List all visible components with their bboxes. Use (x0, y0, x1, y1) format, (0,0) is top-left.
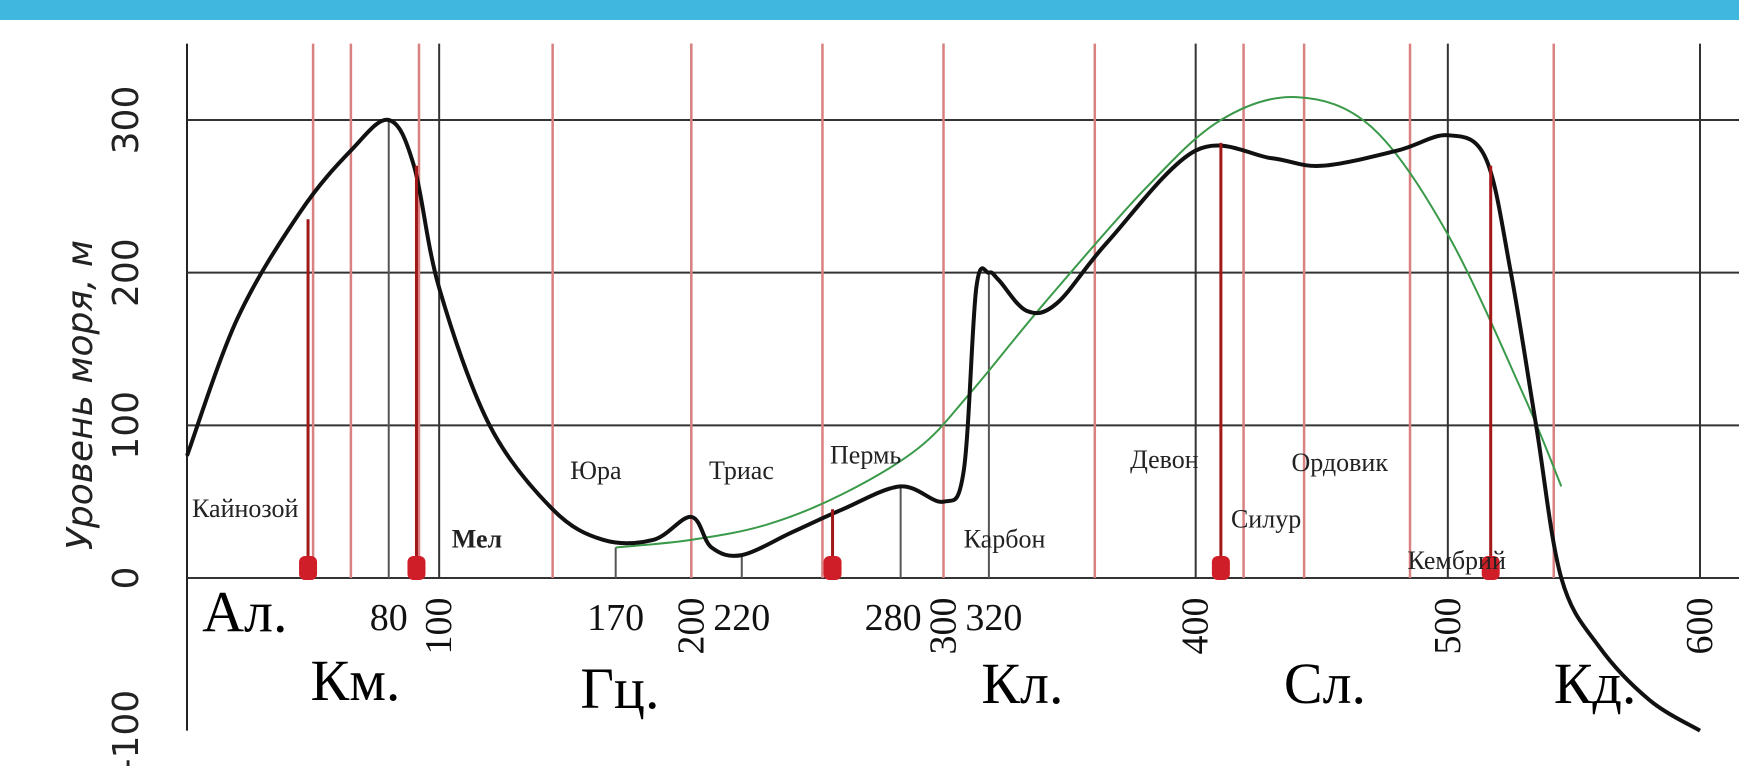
y-tick-label: -100 (106, 690, 147, 766)
x-tick-label: 600 (1679, 598, 1721, 655)
red-marker (1211, 556, 1230, 580)
period-boundary-lines (311, 43, 1555, 578)
era-label: Сл. (1284, 651, 1366, 716)
y-tick-label: 200 (106, 238, 147, 307)
x-tick-label: 400 (1175, 598, 1217, 655)
series-line (185, 117, 1702, 733)
series-line (615, 96, 1563, 549)
x-tick-label: 80 (370, 597, 408, 639)
x-tick-label: 220 (713, 597, 770, 639)
period-label: Силур (1231, 505, 1301, 534)
x-tick-label: 200 (670, 598, 712, 655)
period-label: Карбон (964, 524, 1046, 553)
era-label: Кд. (1554, 651, 1637, 716)
x-tick-label: 320 (965, 597, 1022, 639)
grid (186, 43, 1739, 731)
series-layer (185, 96, 1702, 733)
y-tick-label: 100 (106, 391, 147, 460)
period-label: Кайнозой (192, 494, 298, 523)
x-tick-label: 280 (865, 597, 922, 639)
x-tick-label: 500 (1427, 598, 1469, 655)
top-color-band (0, 0, 1739, 20)
red-marker (823, 556, 842, 580)
y-tick-label: 300 (106, 86, 147, 155)
era-label: Кл. (981, 651, 1063, 716)
y-tick-label: 0 (106, 567, 147, 590)
period-label: Пермь (830, 441, 901, 470)
period-label: Мел (452, 524, 502, 553)
red-markers (299, 142, 1500, 580)
era-label: Гц. (580, 656, 659, 721)
period-label: Кембрий (1407, 546, 1505, 575)
period-label: Девон (1130, 445, 1199, 474)
era-label: Км. (311, 648, 401, 713)
x-tick-label: 100 (418, 598, 460, 655)
minor-lines (387, 120, 990, 578)
x-tick-label: 300 (923, 598, 965, 655)
red-marker (1481, 556, 1500, 580)
era-label: Ал. (202, 579, 287, 644)
red-marker (299, 556, 318, 580)
y-axis-label: Уровень моря, м (60, 240, 101, 550)
period-label: Триас (709, 456, 774, 485)
period-label: Юра (570, 456, 622, 485)
red-marker (407, 556, 426, 580)
x-tick-label: 170 (587, 597, 644, 639)
period-label: Ордовик (1291, 448, 1388, 477)
